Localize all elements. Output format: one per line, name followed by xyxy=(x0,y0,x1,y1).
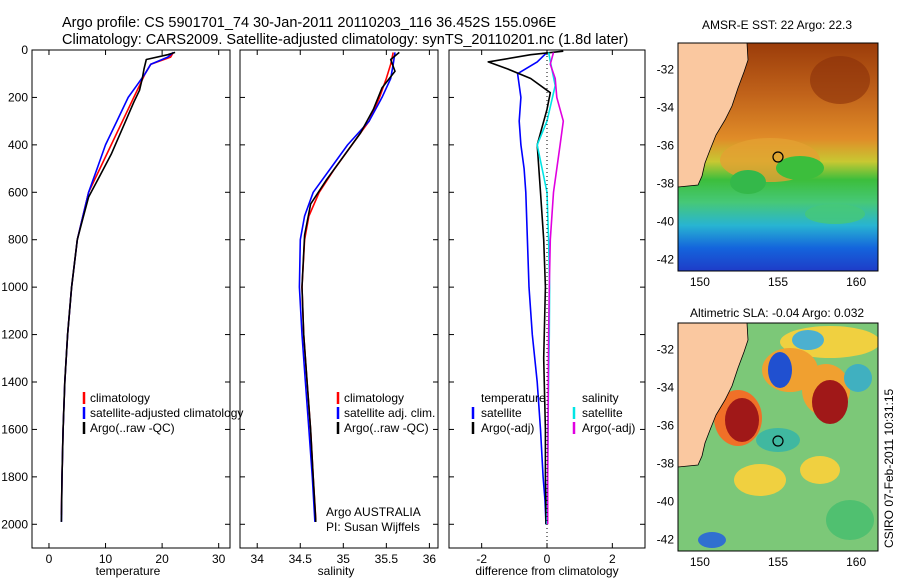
map-y-tick-label: -40 xyxy=(657,215,675,229)
legend-label-temp-satellite: satellite xyxy=(481,406,522,420)
map-x-tick-label: 150 xyxy=(690,555,710,569)
x-tick-label: 2 xyxy=(609,552,616,566)
y-tick-label: 1400 xyxy=(1,375,28,389)
map-y-tick-label: -34 xyxy=(657,381,675,395)
y-tick-label: 400 xyxy=(8,138,28,152)
map-y-tick-label: -38 xyxy=(657,177,675,191)
salinity-legend: climatology satellite adj. clim. Argo(..… xyxy=(336,391,435,435)
y-tick-label: 200 xyxy=(8,90,28,104)
x-tick-label: 10 xyxy=(99,552,113,566)
x-tick-label: 30 xyxy=(212,552,226,566)
y-tick-label: 1000 xyxy=(1,280,28,294)
sla-map-image xyxy=(678,323,878,551)
series-line-argo xyxy=(60,51,176,522)
difference-legend: temperature satellite Argo(-adj) salinit… xyxy=(471,391,635,435)
x-tick-label: 20 xyxy=(155,552,169,566)
legend-label-satellite: satellite-adjusted climatology xyxy=(90,406,243,420)
sla-land xyxy=(678,323,749,468)
map-x-tick-label: 150 xyxy=(690,275,710,289)
pi-label: PI: Susan Wijffels xyxy=(326,520,420,534)
map-x-tick-label: 155 xyxy=(768,275,788,289)
series-line-temp-argo-adj- xyxy=(487,50,564,525)
header-line2: Climatology: CARS2009. Satellite-adjuste… xyxy=(62,32,628,48)
map-y-tick-label: -34 xyxy=(657,101,675,115)
sla-map-title: Altimetric SLA: -0.04 Argo: 0.032 xyxy=(690,306,864,320)
map-y-tick-label: -40 xyxy=(657,495,675,509)
salinity-panel xyxy=(239,49,439,549)
y-tick-label: 0 xyxy=(21,43,28,57)
legend-label-argo: Argo(..raw -QC) xyxy=(344,421,429,435)
y-tick-label: 1600 xyxy=(1,422,28,436)
map-y-tick-label: -32 xyxy=(657,63,675,77)
legend-label-sal-satellite: satellite xyxy=(582,406,623,420)
series-line-satellite xyxy=(60,51,174,522)
map-x-tick-label: 160 xyxy=(846,275,866,289)
y-tick-label: 1800 xyxy=(1,470,28,484)
x-tick-label: 36 xyxy=(423,552,437,566)
legend-label-climatology: climatology xyxy=(344,391,404,405)
csiro-timestamp: CSIRO 07-Feb-2011 10:31:15 xyxy=(882,388,896,548)
x-tick-label: 34.5 xyxy=(289,552,313,566)
map-y-tick-label: -36 xyxy=(657,419,675,433)
x-tick-label: 35.5 xyxy=(375,552,399,566)
sst-argo-marker xyxy=(772,151,784,163)
temperature-panel xyxy=(31,49,231,549)
temperature-xlabel: temperature xyxy=(96,564,161,578)
x-tick-label: -2 xyxy=(476,552,487,566)
y-tick-label: 600 xyxy=(8,185,28,199)
difference-xlabel: difference from climatology xyxy=(475,564,618,578)
header-line1: Argo profile: CS 5901701_74 30-Jan-2011 … xyxy=(62,15,557,31)
x-tick-label: 35 xyxy=(337,552,351,566)
legend-label-satellite: satellite adj. clim. xyxy=(344,406,435,420)
map-x-tick-label: 160 xyxy=(846,555,866,569)
map-y-tick-label: -42 xyxy=(657,253,675,267)
series-line-sal-argo-adj- xyxy=(546,52,565,525)
legend-label-sal-argo: Argo(-adj) xyxy=(582,421,635,435)
series-line-argo xyxy=(301,51,400,522)
y-tick-label: 800 xyxy=(8,233,28,247)
x-tick-label: 0 xyxy=(544,552,551,566)
argo-agency-label: Argo AUSTRALIA xyxy=(326,505,421,519)
map-y-tick-label: -42 xyxy=(657,533,675,547)
series-line-temp-satellite xyxy=(516,51,548,525)
series-line-satellite xyxy=(298,52,396,522)
temperature-legend: climatology satellite-adjusted climatolo… xyxy=(82,391,243,435)
y-tick-label: 1200 xyxy=(1,328,28,342)
legend-label-climatology: climatology xyxy=(90,391,150,405)
x-tick-label: 34 xyxy=(251,552,265,566)
sla-argo-marker xyxy=(772,435,784,447)
sla-map-frame xyxy=(677,322,879,552)
legend-label-temp-argo: Argo(-adj) xyxy=(481,421,534,435)
legend-title-salinity: salinity xyxy=(582,391,619,405)
y-tick-label: 2000 xyxy=(1,517,28,531)
map-y-tick-label: -32 xyxy=(657,343,675,357)
sst-map-title: AMSR-E SST: 22 Argo: 22.3 xyxy=(702,18,852,32)
series-line-climatology xyxy=(301,52,394,520)
sst-land xyxy=(678,43,749,188)
map-y-tick-label: -38 xyxy=(657,457,675,471)
legend-title-temperature: temperature xyxy=(481,391,546,405)
x-tick-label: 0 xyxy=(46,552,53,566)
legend-label-argo: Argo(..raw -QC) xyxy=(90,421,175,435)
sst-map-frame xyxy=(677,42,879,272)
map-x-tick-label: 155 xyxy=(768,555,788,569)
salinity-xlabel: salinity xyxy=(318,564,355,578)
map-y-tick-label: -36 xyxy=(657,139,675,153)
sst-map-image xyxy=(678,43,878,271)
